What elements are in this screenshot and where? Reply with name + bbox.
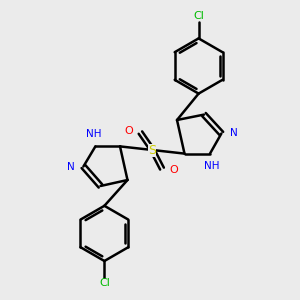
Text: N: N	[67, 162, 75, 172]
Text: Cl: Cl	[193, 11, 204, 21]
Text: O: O	[124, 126, 134, 136]
Text: O: O	[169, 165, 178, 175]
Text: Cl: Cl	[99, 278, 110, 289]
Text: N: N	[230, 128, 238, 138]
Text: S: S	[148, 143, 156, 157]
Text: NH: NH	[86, 129, 102, 140]
Text: NH: NH	[204, 160, 219, 171]
